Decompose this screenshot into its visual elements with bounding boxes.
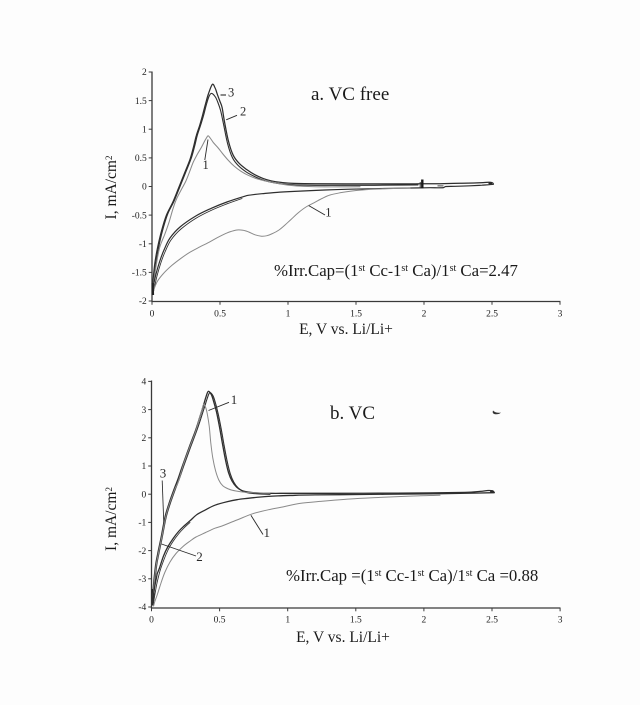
- svg-text:1: 1: [203, 158, 209, 172]
- svg-text:0.5: 0.5: [135, 154, 147, 164]
- svg-text:0.5: 0.5: [214, 616, 226, 626]
- svg-text:-4: -4: [138, 603, 146, 613]
- svg-text:-1: -1: [138, 519, 146, 529]
- svg-text:2: 2: [422, 310, 427, 320]
- svg-text:4: 4: [142, 378, 147, 388]
- svg-text:1: 1: [142, 462, 147, 472]
- svg-text:1: 1: [325, 205, 331, 219]
- svg-text:0.5: 0.5: [214, 310, 226, 320]
- svg-text:0: 0: [149, 616, 154, 626]
- svg-text:E, V vs. Li/Li+: E, V vs. Li/Li+: [296, 629, 390, 646]
- svg-text:2: 2: [142, 434, 147, 444]
- svg-text:1: 1: [264, 525, 271, 540]
- svg-text:3: 3: [558, 310, 563, 320]
- svg-text:-1: -1: [139, 240, 147, 250]
- svg-text:1.5: 1.5: [350, 310, 362, 320]
- svg-text:1: 1: [231, 392, 238, 407]
- svg-text:3: 3: [558, 616, 563, 626]
- svg-text:-2: -2: [138, 547, 146, 557]
- svg-text:2: 2: [142, 68, 147, 78]
- svg-text:1.5: 1.5: [135, 97, 147, 107]
- svg-text:-3: -3: [138, 575, 146, 585]
- svg-text:-1.5: -1.5: [132, 269, 147, 279]
- svg-text:1: 1: [285, 616, 290, 626]
- svg-text:3: 3: [142, 406, 147, 416]
- svg-text:3: 3: [160, 465, 167, 480]
- svg-text:2: 2: [240, 105, 246, 119]
- svg-text:I, mA/cm2: I, mA/cm2: [103, 156, 120, 220]
- svg-text:-2: -2: [139, 297, 147, 307]
- svg-text:1.5: 1.5: [350, 616, 362, 626]
- svg-text:3: 3: [228, 86, 234, 100]
- svg-text:%Irr.Cap =(1st Cc-1st Ca)/1st: %Irr.Cap =(1st Cc-1st Ca)/1st Ca =0.88: [286, 566, 538, 585]
- svg-text:1: 1: [286, 310, 291, 320]
- svg-text:a. VC free: a. VC free: [311, 84, 389, 105]
- svg-text:1: 1: [142, 125, 147, 135]
- svg-text:2: 2: [422, 616, 427, 626]
- svg-text:E, V vs. Li/Li+: E, V vs. Li/Li+: [299, 321, 393, 338]
- svg-text:0: 0: [150, 310, 155, 320]
- svg-text:b. VC: b. VC: [330, 403, 375, 424]
- svg-text:2: 2: [196, 549, 203, 564]
- svg-text:2.5: 2.5: [486, 310, 498, 320]
- svg-text:0: 0: [142, 183, 147, 193]
- svg-text:2.5: 2.5: [486, 616, 498, 626]
- svg-text:-0.5: -0.5: [132, 211, 147, 221]
- svg-text:I, mA/cm2: I, mA/cm2: [103, 487, 120, 551]
- svg-text:%Irr.Cap=(1st Cc-1st Ca)/1st C: %Irr.Cap=(1st Cc-1st Ca)/1st Ca=2.47: [274, 261, 518, 280]
- svg-text:0: 0: [142, 490, 147, 500]
